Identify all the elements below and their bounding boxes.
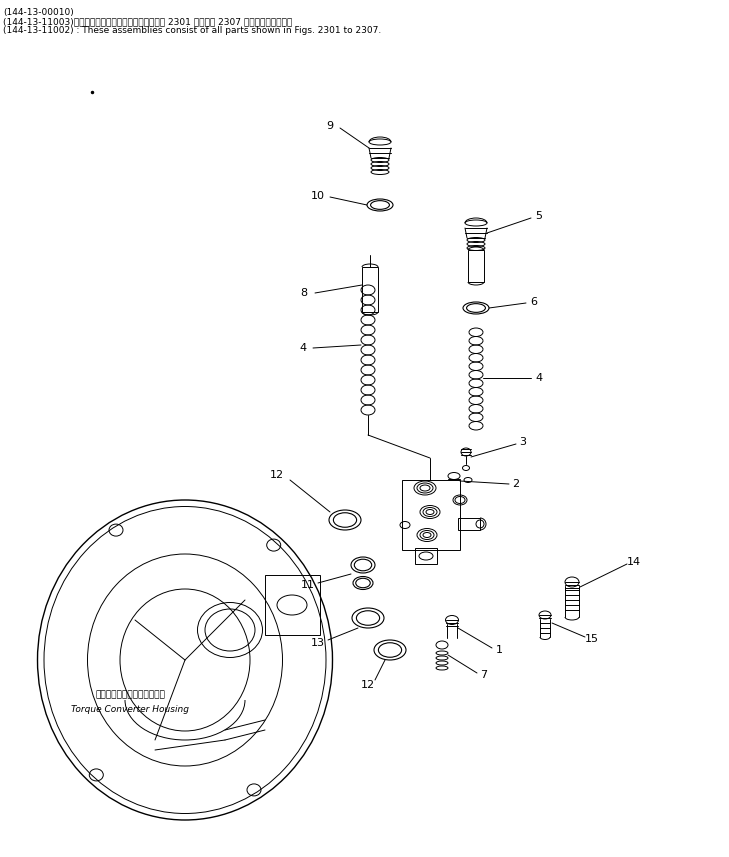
Text: トルクコンバータハウジング: トルクコンバータハウジング: [95, 691, 165, 699]
Text: 15: 15: [585, 634, 599, 644]
Text: 6: 6: [531, 297, 537, 307]
Text: 8: 8: [300, 288, 308, 298]
Text: 13: 13: [311, 638, 325, 648]
Bar: [362, 267, 378, 312]
Bar: [402, 480, 460, 550]
Bar: [468, 250, 484, 282]
Text: 12: 12: [361, 680, 375, 690]
Text: 14: 14: [627, 557, 641, 567]
Bar: [415, 548, 437, 564]
Text: 9: 9: [327, 121, 334, 131]
Text: (144-13-11002) : These assemblies consist of all parts shown in Figs. 2301 to 23: (144-13-11002) : These assemblies consis…: [3, 26, 381, 35]
Text: 3: 3: [520, 437, 526, 447]
Text: 2: 2: [512, 479, 520, 489]
Text: 4: 4: [535, 373, 542, 383]
Text: 11: 11: [301, 580, 315, 590]
Bar: [265, 575, 320, 635]
Text: 12: 12: [270, 470, 284, 480]
Text: 1: 1: [496, 645, 502, 655]
Text: 7: 7: [480, 670, 488, 680]
Bar: [458, 518, 480, 530]
Text: (144-13-00010): (144-13-00010): [3, 8, 74, 17]
Text: 5: 5: [536, 211, 542, 221]
Text: (144-13-11003)　これらのアセンブリの構成部品は第 2301 図から第 2307 図までございます。: (144-13-11003) これらのアセンブリの構成部品は第 2301 図から…: [3, 17, 292, 26]
Text: 10: 10: [311, 191, 325, 201]
Text: Torque Converter Housing: Torque Converter Housing: [71, 705, 189, 715]
Text: 4: 4: [300, 343, 307, 353]
